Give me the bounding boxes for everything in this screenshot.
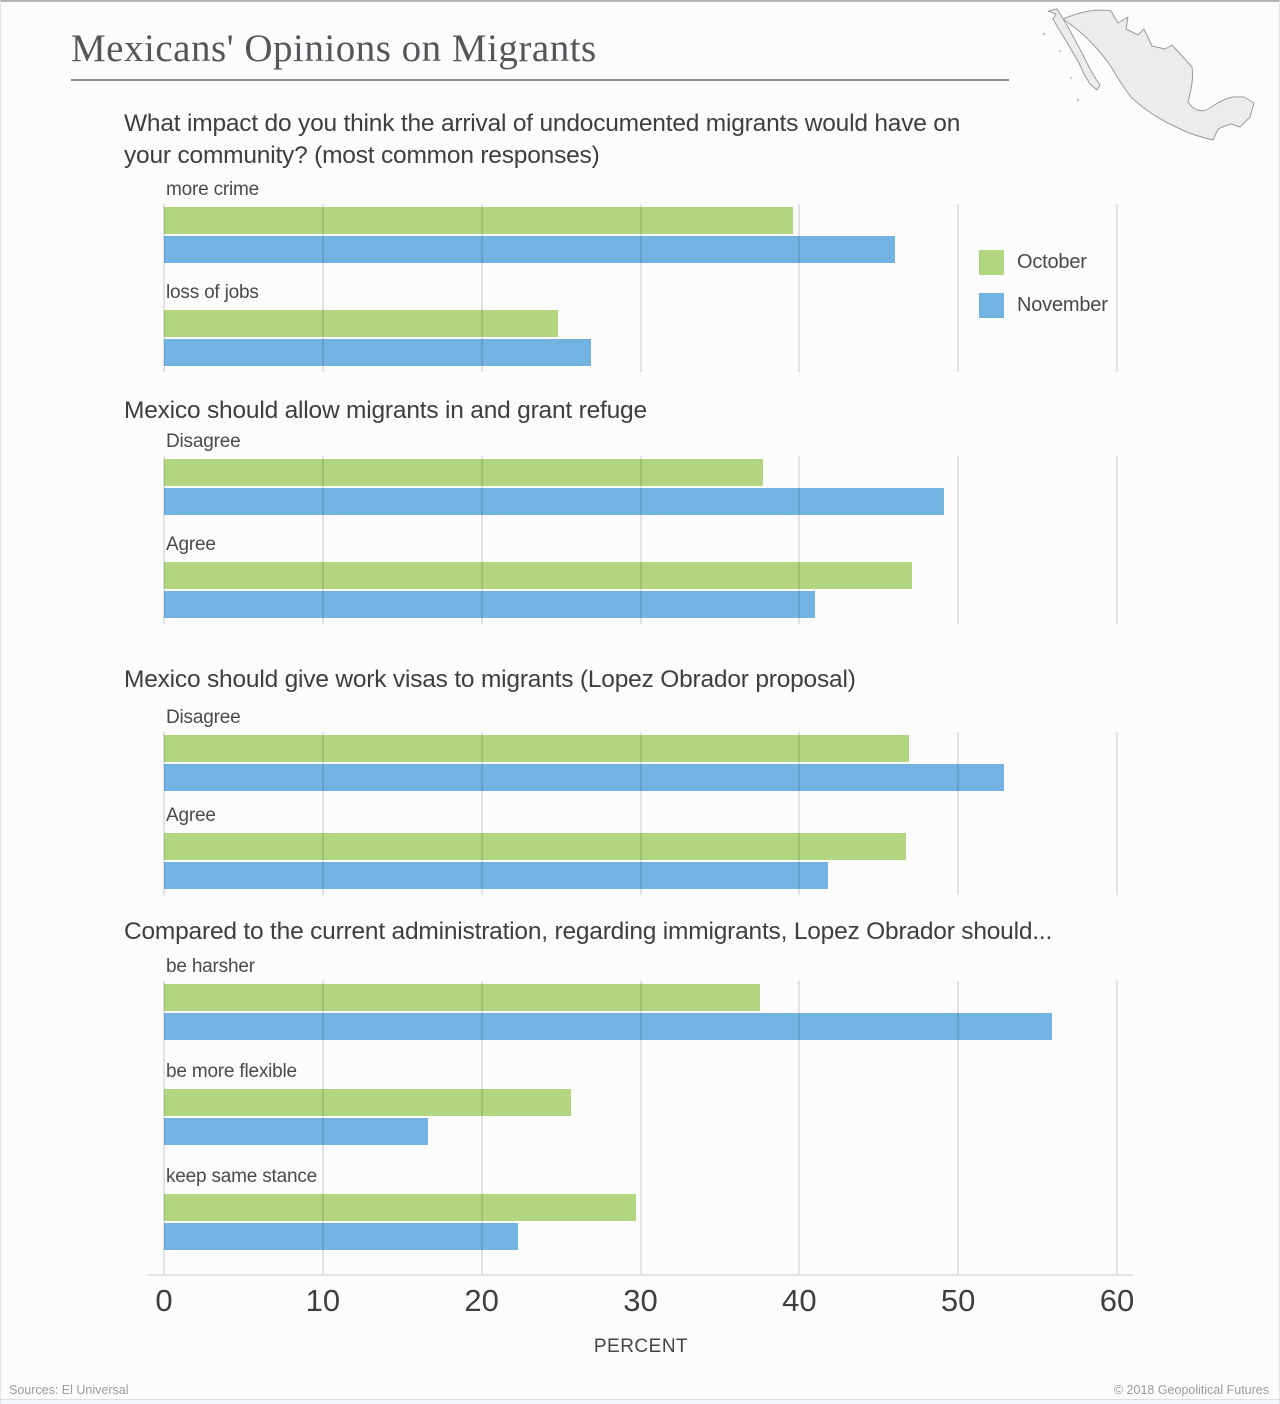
axis-tick-label: 30 <box>623 1283 658 1318</box>
bar-november-Agree <box>164 591 816 618</box>
bar-november-Disagree <box>164 488 944 515</box>
legend-item-november: November <box>979 293 1108 318</box>
bar-november-loss-of-jobs <box>164 339 592 366</box>
bar-group: keep same stance <box>164 1165 1117 1250</box>
bar-group: be more flexible <box>164 1060 1117 1145</box>
category-label: be harsher <box>166 956 255 977</box>
category-label: be more flexible <box>166 1061 297 1082</box>
bar-group: Agree <box>164 804 1117 889</box>
axis-tick-label: 60 <box>1099 1283 1135 1318</box>
bar-november-be-more-flexible <box>164 1118 428 1145</box>
chart-title: Mexico should give work visas to migrant… <box>124 666 856 693</box>
category-label: Disagree <box>166 707 241 728</box>
bar-november-Agree <box>164 862 828 889</box>
category-label: keep same stance <box>166 1166 317 1187</box>
chart-section-community-impact: What impact do you think the arrival of … <box>124 108 1154 372</box>
island-dot <box>1070 77 1072 79</box>
plot-area: Disagree Agree <box>163 430 1118 624</box>
bar-group: be harsher <box>164 955 1117 1040</box>
island-dot <box>1076 98 1080 102</box>
legend-swatch <box>979 250 1004 275</box>
chart-section-work-visas: Mexico should give work visas to migrant… <box>124 665 1154 895</box>
chart-title: Mexico should allow migrants in and gran… <box>124 397 647 424</box>
bar-group: loss of jobs <box>164 281 1117 366</box>
bar-october-keep-same-stance <box>164 1194 636 1221</box>
bar-november-more-crime <box>164 236 895 263</box>
bar-october-more-crime <box>164 207 793 234</box>
axis-tick-label: 10 <box>305 1283 341 1318</box>
island-dot <box>1042 32 1046 36</box>
footer-divider <box>1 1399 1279 1400</box>
axis-tick-label: 20 <box>464 1283 499 1318</box>
baja-california-shape <box>1047 8 1101 91</box>
title-divider <box>71 79 1009 81</box>
x-axis-line <box>148 1274 1133 1276</box>
category-label: Disagree <box>166 431 241 452</box>
x-axis-label: PERCENT <box>593 1336 689 1357</box>
category-label: Agree <box>166 805 216 826</box>
legend-item-october: October <box>979 250 1108 275</box>
plot-area: Disagree Agree <box>163 706 1118 895</box>
chart-section-obrador-stance: Compared to the current administration, … <box>124 917 1154 1274</box>
category-label: Agree <box>166 534 216 555</box>
mexico-mainland-shape <box>1062 9 1255 141</box>
axis-tick-label: 40 <box>782 1283 817 1318</box>
chart-title: What impact do you think the arrival of … <box>124 110 961 169</box>
bar-october-be-more-flexible <box>164 1089 571 1116</box>
bar-group: Disagree <box>164 430 1117 515</box>
category-label: more crime <box>166 179 260 200</box>
island-dot <box>1059 50 1061 52</box>
plot-area: more crime loss of jobs <box>163 178 1118 372</box>
chart-section-grant-refuge: Mexico should allow migrants in and gran… <box>124 396 1154 624</box>
bar-october-Disagree <box>164 459 763 486</box>
bar-group: Disagree <box>164 706 1117 791</box>
legend-swatch <box>979 293 1004 318</box>
footer-strip <box>1 1400 1279 1404</box>
axis-tick-label: 0 <box>155 1283 173 1318</box>
chart-legend: October November <box>979 250 1108 336</box>
bar-october-Disagree <box>164 735 909 762</box>
copyright-text: © 2018 Geopolitical Futures <box>1113 1383 1269 1397</box>
legend-label: November <box>1017 294 1108 316</box>
bar-group: more crime <box>164 178 1117 263</box>
x-axis-ticks: 0 10 20 30 40 50 60 <box>155 1283 1134 1319</box>
mexico-map-icon <box>1042 8 1255 141</box>
bar-october-loss-of-jobs <box>164 310 558 337</box>
page-title: Mexicans' Opinions on Migrants <box>71 27 597 70</box>
bar-november-be-harsher <box>164 1013 1052 1040</box>
chart-title: Compared to the current administration, … <box>124 918 1053 945</box>
bar-october-be-harsher <box>164 984 760 1011</box>
axis-tick-label: 50 <box>940 1283 976 1318</box>
category-label: loss of jobs <box>166 282 259 303</box>
bar-november-Disagree <box>164 764 1005 791</box>
legend-label: October <box>1017 251 1087 273</box>
bar-group: Agree <box>164 533 1117 618</box>
bar-october-Agree <box>164 562 913 589</box>
bar-november-keep-same-stance <box>164 1223 519 1250</box>
plot-area: be harsher be more flexible keep same stan… <box>163 955 1118 1274</box>
bar-october-Agree <box>164 833 906 860</box>
sources-text: Sources: El Universal <box>9 1383 129 1397</box>
